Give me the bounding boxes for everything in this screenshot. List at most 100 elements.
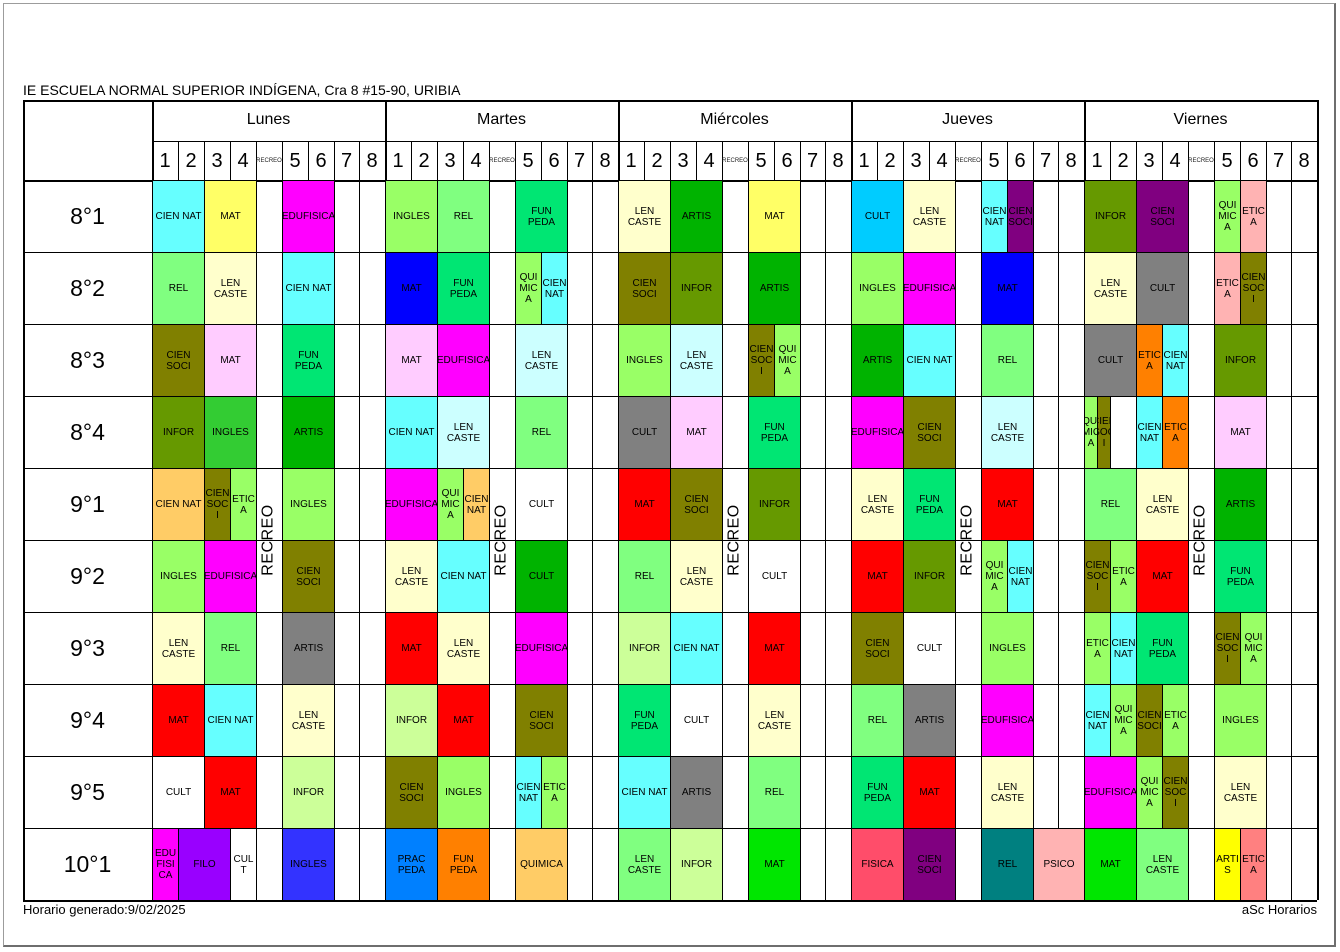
lesson-cell[interactable]: MAT — [152, 684, 205, 757]
lesson-cell[interactable]: LEN CASTE — [204, 252, 257, 325]
lesson-cell[interactable]: ARTIS — [282, 612, 335, 685]
lesson-cell[interactable]: EDUFISICA — [282, 180, 335, 253]
lesson-cell[interactable]: INGLES — [1214, 684, 1267, 757]
lesson-cell[interactable]: REL — [204, 612, 257, 685]
lesson-cell[interactable]: LEN CASTE — [618, 828, 671, 901]
lesson-cell[interactable]: CIEN SOCI — [670, 468, 723, 541]
lesson-cell[interactable]: LEN CASTE — [618, 180, 671, 253]
lesson-cell[interactable]: INFOR — [282, 756, 335, 829]
lesson-cell[interactable]: MAT — [748, 612, 801, 685]
lesson-cell[interactable]: CIEN NAT — [541, 252, 568, 325]
lesson-cell[interactable]: MAT — [204, 324, 257, 397]
lesson-cell[interactable]: INGLES — [282, 468, 335, 541]
lesson-cell[interactable]: CULT — [152, 756, 205, 829]
lesson-cell[interactable]: REL — [981, 324, 1034, 397]
lesson-cell[interactable]: FILO — [178, 828, 231, 901]
lesson-cell[interactable]: LEN CASTE — [515, 324, 568, 397]
lesson-cell[interactable]: LEN CASTE — [851, 468, 904, 541]
lesson-cell[interactable]: INFOR — [152, 396, 205, 469]
lesson-cell[interactable]: FUN PEDA — [748, 396, 801, 469]
lesson-cell[interactable]: QUIMICA — [515, 828, 568, 901]
lesson-cell[interactable]: LEN CASTE — [152, 612, 205, 685]
lesson-cell[interactable]: CIEN NAT — [152, 468, 205, 541]
lesson-cell[interactable]: ETIC A — [1162, 396, 1189, 469]
lesson-cell[interactable]: ETIC A — [1110, 540, 1137, 613]
lesson-cell[interactable]: LEN CASTE — [1136, 828, 1189, 901]
lesson-cell[interactable]: CIEN NAT — [152, 180, 205, 253]
lesson-cell[interactable]: ARTIS — [851, 324, 904, 397]
lesson-cell[interactable]: CIEN NAT — [515, 756, 542, 829]
lesson-cell[interactable]: LEN CASTE — [437, 396, 490, 469]
lesson-cell[interactable]: INGLES — [152, 540, 205, 613]
lesson-cell[interactable]: INFOR — [1084, 180, 1137, 253]
lesson-cell[interactable]: PRAC PEDA — [385, 828, 438, 901]
lesson-cell[interactable]: LEN CASTE — [981, 756, 1034, 829]
lesson-cell[interactable]: CULT — [851, 180, 904, 253]
lesson-cell[interactable]: LEN CASTE — [670, 540, 723, 613]
lesson-cell[interactable]: CIEN NAT — [1007, 540, 1034, 613]
lesson-cell[interactable]: INGLES — [204, 396, 257, 469]
lesson-cell[interactable]: MAT — [670, 396, 723, 469]
lesson-cell[interactable]: ARTIS — [670, 756, 723, 829]
lesson-cell[interactable]: CIEN NAT — [670, 612, 723, 685]
lesson-cell[interactable]: MAT — [748, 828, 801, 901]
lesson-cell[interactable]: REL — [437, 180, 490, 253]
lesson-cell[interactable]: ARTIS — [903, 684, 956, 757]
lesson-cell[interactable]: CIEN NAT — [282, 252, 335, 325]
lesson-cell[interactable]: ARTIS — [1214, 468, 1267, 541]
lesson-cell[interactable]: MAT — [204, 180, 257, 253]
lesson-cell[interactable]: CIEN SOCI — [618, 252, 671, 325]
lesson-cell[interactable]: INFOR — [1214, 324, 1267, 397]
lesson-cell[interactable]: MAT — [385, 612, 438, 685]
lesson-cell[interactable]: LEN CASTE — [282, 684, 335, 757]
lesson-cell[interactable]: LEN CASTE — [748, 684, 801, 757]
lesson-cell[interactable]: REL — [515, 396, 568, 469]
lesson-cell[interactable]: FUN PEDA — [851, 756, 904, 829]
lesson-cell[interactable]: INGLES — [385, 180, 438, 253]
lesson-cell[interactable]: ETIC A — [1162, 684, 1189, 757]
lesson-cell[interactable]: INGLES — [282, 828, 335, 901]
lesson-cell[interactable]: ARTIS — [670, 180, 723, 253]
lesson-cell[interactable]: CIEN NAT — [1136, 396, 1163, 469]
lesson-cell[interactable]: LEN CASTE — [903, 180, 956, 253]
lesson-cell[interactable]: CIEN SOCI — [903, 828, 956, 901]
lesson-cell[interactable]: CULT — [670, 684, 723, 757]
lesson-cell[interactable]: MAT — [1214, 396, 1267, 469]
lesson-cell[interactable]: CIEN SOCI — [515, 684, 568, 757]
lesson-cell[interactable]: ARTIS — [282, 396, 335, 469]
lesson-cell[interactable]: CULT — [1084, 324, 1137, 397]
lesson-cell[interactable]: ETIC A — [1214, 252, 1241, 325]
lesson-cell[interactable]: CULT — [748, 540, 801, 613]
lesson-cell[interactable]: ETIC A — [230, 468, 257, 541]
lesson-cell[interactable]: EDUFISICA — [204, 540, 257, 613]
lesson-cell[interactable]: FUN PEDA — [437, 252, 490, 325]
lesson-cell[interactable]: CIEN NAT — [204, 684, 257, 757]
lesson-cell[interactable]: FUN PEDA — [903, 468, 956, 541]
lesson-cell[interactable]: REL — [981, 828, 1034, 901]
lesson-cell[interactable]: LEN CASTE — [981, 396, 1034, 469]
lesson-cell[interactable]: MAT — [748, 180, 801, 253]
lesson-cell[interactable]: MAT — [981, 252, 1034, 325]
lesson-cell[interactable]: CULT — [903, 612, 956, 685]
lesson-cell[interactable]: CULT — [515, 540, 568, 613]
lesson-cell[interactable]: CIEN NAT — [463, 468, 490, 541]
lesson-cell[interactable]: MAT — [1136, 540, 1189, 613]
lesson-cell[interactable]: CIEN SOCI — [851, 612, 904, 685]
lesson-cell[interactable]: ETIC A — [541, 756, 568, 829]
lesson-cell[interactable]: FUN PEDA — [515, 180, 568, 253]
lesson-cell[interactable]: FUN PEDA — [1214, 540, 1267, 613]
